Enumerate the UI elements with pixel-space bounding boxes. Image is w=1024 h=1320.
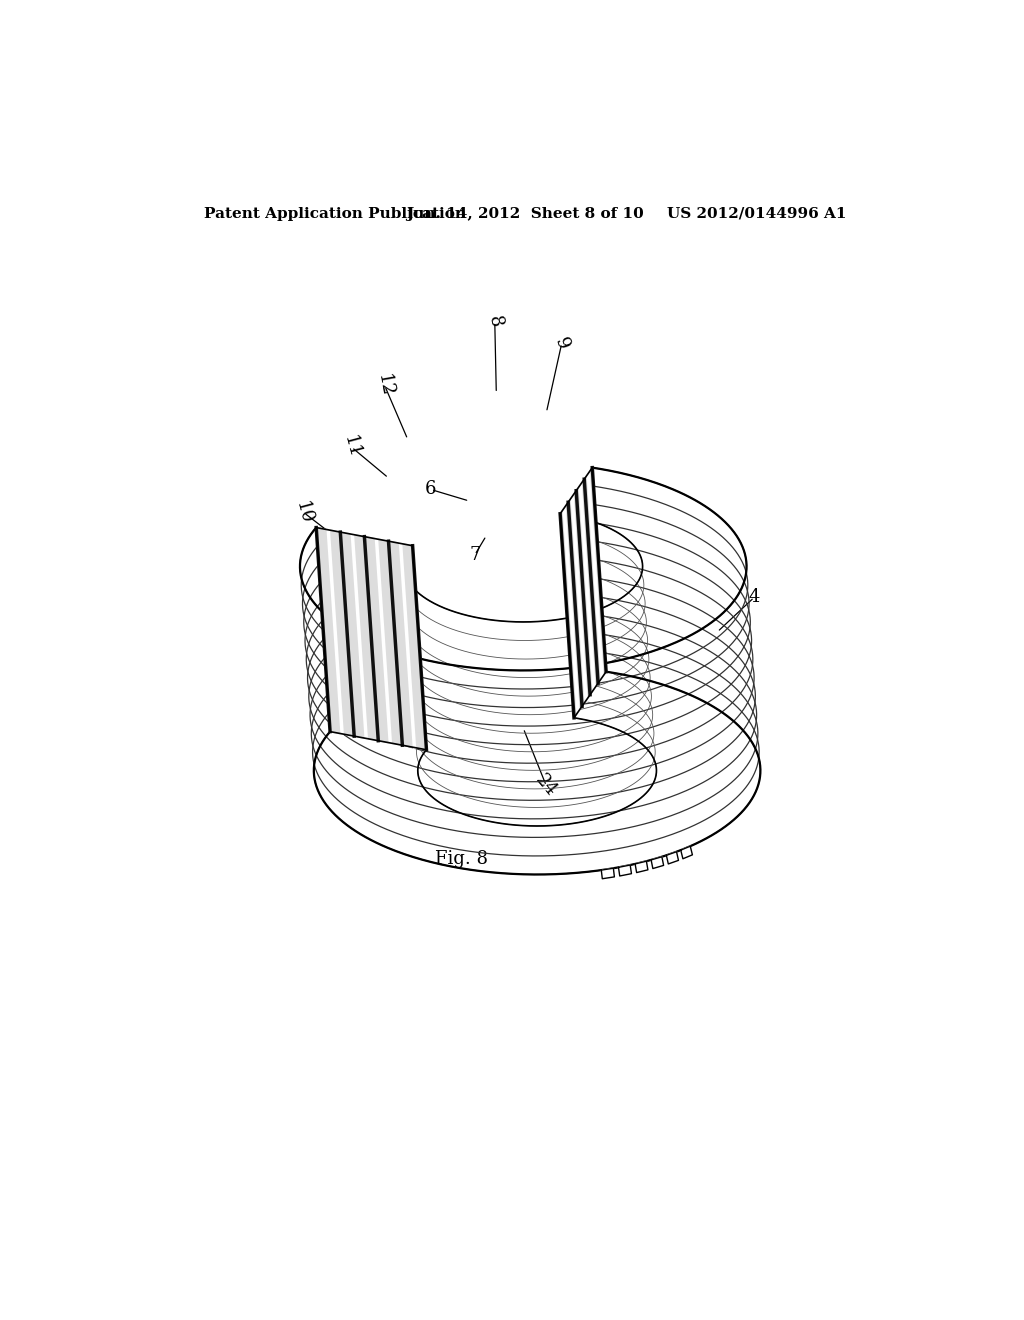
Polygon shape	[635, 861, 648, 873]
Text: Patent Application Publication: Patent Application Publication	[204, 207, 466, 220]
Text: 9: 9	[551, 335, 572, 351]
Polygon shape	[403, 513, 656, 826]
Text: 4: 4	[749, 589, 760, 606]
Polygon shape	[618, 865, 632, 876]
Text: Fig. 8: Fig. 8	[435, 850, 488, 869]
Polygon shape	[300, 467, 746, 671]
Text: 6: 6	[425, 480, 436, 499]
Text: 11: 11	[340, 434, 364, 461]
Text: 8: 8	[484, 314, 505, 329]
Polygon shape	[601, 869, 614, 879]
Text: 10: 10	[292, 499, 315, 527]
Text: US 2012/0144996 A1: US 2012/0144996 A1	[668, 207, 847, 220]
Polygon shape	[313, 672, 761, 874]
Text: 24: 24	[532, 771, 560, 800]
Polygon shape	[667, 851, 679, 865]
Polygon shape	[560, 467, 606, 718]
Polygon shape	[316, 528, 426, 750]
Text: 12: 12	[374, 372, 395, 399]
Polygon shape	[300, 467, 761, 874]
Text: Jun. 14, 2012  Sheet 8 of 10: Jun. 14, 2012 Sheet 8 of 10	[406, 207, 644, 220]
Polygon shape	[651, 857, 664, 869]
Polygon shape	[681, 846, 692, 859]
Text: 7: 7	[469, 546, 480, 564]
